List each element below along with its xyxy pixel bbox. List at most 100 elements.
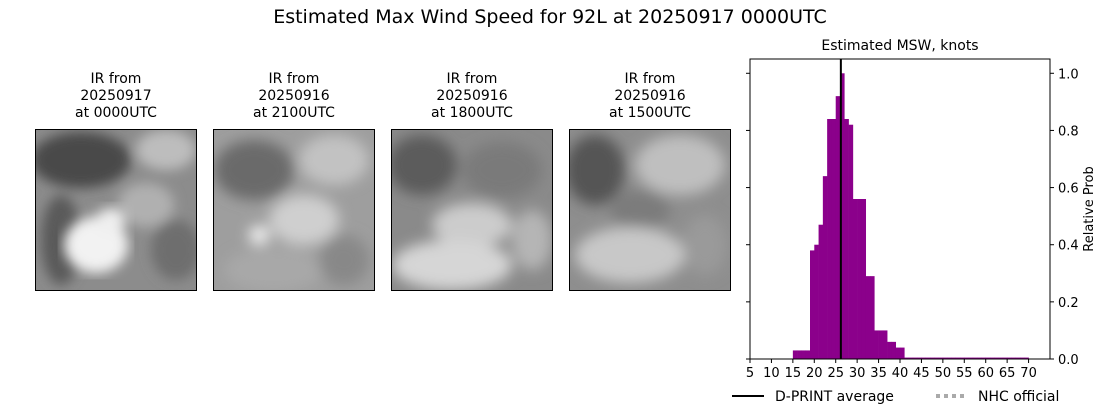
ir-panel-title: IR from 20250916 at 1500UTC bbox=[569, 71, 731, 122]
histogram-bar bbox=[891, 341, 897, 359]
ir-panel-3: IR from 20250916 at 1800UTC bbox=[391, 71, 553, 291]
ir-satellite-image bbox=[391, 129, 553, 291]
y-tick-label: 0.6 bbox=[1058, 182, 1079, 197]
histogram-bar bbox=[977, 357, 982, 359]
ir-title-line: IR from bbox=[624, 71, 676, 87]
x-tick-label: 10 bbox=[763, 366, 780, 381]
histogram-bar bbox=[972, 357, 978, 359]
y-tick-label: 1.0 bbox=[1058, 67, 1079, 82]
ir-title-line: IR from bbox=[268, 71, 320, 87]
chart-title: Estimated MSW, knots bbox=[821, 38, 978, 54]
histogram-bar bbox=[990, 357, 995, 359]
y-axis: 0.0 0.2 0.4 0.6 0.8 1.0 bbox=[746, 67, 1079, 368]
histogram-bar bbox=[981, 357, 987, 359]
histogram-bar bbox=[917, 357, 922, 359]
ir-time: at 0000UTC bbox=[75, 105, 157, 121]
histogram-bar bbox=[822, 176, 828, 359]
histogram-bar bbox=[865, 276, 871, 359]
histogram-bar bbox=[942, 357, 948, 359]
x-tick-label: 60 bbox=[977, 366, 994, 381]
histogram-bar bbox=[848, 124, 854, 359]
histogram-bar bbox=[827, 119, 832, 359]
histogram-bar bbox=[887, 341, 892, 359]
ir-satellite-image bbox=[35, 129, 197, 291]
histogram-bar bbox=[792, 350, 798, 359]
x-tick-label: 55 bbox=[956, 366, 973, 381]
ir-panel-4: IR from 20250916 at 1500UTC bbox=[569, 71, 731, 291]
histogram-bar bbox=[908, 357, 914, 359]
histogram-bar bbox=[947, 357, 952, 359]
ir-date: 20250917 bbox=[80, 88, 152, 104]
histogram-bar bbox=[1020, 357, 1025, 359]
x-tick-label: 15 bbox=[785, 366, 802, 381]
histogram-bar bbox=[861, 199, 867, 359]
x-tick-label: 35 bbox=[870, 366, 887, 381]
x-tick-label: 65 bbox=[999, 366, 1016, 381]
histogram-bar bbox=[844, 119, 849, 359]
histogram-bar bbox=[934, 357, 939, 359]
x-axis: 5 10 15 20 25 30 35 40 45 50 55 60 65 70 bbox=[746, 359, 1037, 381]
x-tick-label: 5 bbox=[746, 366, 754, 381]
histogram-bar bbox=[805, 350, 811, 359]
histogram-bar bbox=[878, 330, 884, 359]
ir-date: 20250916 bbox=[614, 88, 686, 104]
histogram-bar bbox=[955, 357, 961, 359]
legend: D-PRINT average NHC official bbox=[732, 389, 1059, 405]
histogram-bar bbox=[938, 357, 944, 359]
x-tick-label: 20 bbox=[806, 366, 823, 381]
y-tick-label: 0.4 bbox=[1058, 239, 1079, 254]
legend-label-dprint: D-PRINT average bbox=[775, 389, 894, 405]
histogram-bar bbox=[1002, 357, 1008, 359]
plot-frame bbox=[749, 58, 1051, 360]
histogram-bar bbox=[1011, 357, 1017, 359]
histogram-bars bbox=[792, 73, 1029, 360]
figure-title: Estimated Max Wind Speed for 92L at 2025… bbox=[273, 6, 827, 28]
histogram-bar bbox=[968, 357, 974, 359]
histogram-bar bbox=[912, 357, 918, 359]
histogram-bar bbox=[831, 119, 837, 359]
ir-title-line: IR from bbox=[90, 71, 142, 87]
x-tick-label: 45 bbox=[913, 366, 930, 381]
histogram-bar bbox=[1007, 357, 1012, 359]
ir-panel-title: IR from 20250917 at 0000UTC bbox=[35, 71, 197, 122]
ir-date: 20250916 bbox=[258, 88, 330, 104]
ir-satellite-image bbox=[213, 129, 375, 291]
ir-satellite-image bbox=[569, 129, 731, 291]
x-tick-label: 50 bbox=[935, 366, 952, 381]
histogram-bar bbox=[930, 357, 935, 359]
ir-time: at 1800UTC bbox=[431, 105, 513, 121]
histogram-bar bbox=[895, 347, 901, 359]
ir-panel-2: IR from 20250916 at 2100UTC bbox=[213, 71, 375, 291]
histogram-bar bbox=[904, 357, 909, 359]
histogram-bar bbox=[882, 330, 888, 359]
histogram-bar bbox=[964, 357, 969, 359]
histogram-bar bbox=[998, 357, 1004, 359]
histogram-bar bbox=[857, 199, 862, 359]
y-tick-label: 0.8 bbox=[1058, 124, 1079, 139]
histogram-bar bbox=[818, 224, 824, 359]
legend-label-nhc: NHC official bbox=[978, 389, 1059, 405]
histogram-bar bbox=[1015, 357, 1021, 359]
histogram-bar bbox=[994, 357, 999, 359]
histogram-bar bbox=[797, 350, 802, 359]
y-tick-label: 0.2 bbox=[1058, 296, 1079, 311]
histogram-bar bbox=[814, 244, 819, 359]
ir-panel-title: IR from 20250916 at 2100UTC bbox=[213, 71, 375, 122]
histogram-bar bbox=[925, 357, 931, 359]
x-tick-label: 70 bbox=[1020, 366, 1037, 381]
histogram-bar bbox=[960, 357, 965, 359]
x-tick-label: 40 bbox=[892, 366, 909, 381]
x-tick-label: 30 bbox=[849, 366, 866, 381]
histogram-bar bbox=[951, 357, 957, 359]
histogram-bar bbox=[852, 199, 858, 359]
ir-title-line: IR from bbox=[446, 71, 498, 87]
x-tick-label: 25 bbox=[827, 366, 844, 381]
ir-time: at 2100UTC bbox=[253, 105, 335, 121]
histogram-bar bbox=[810, 250, 815, 359]
ir-panel-title: IR from 20250916 at 1800UTC bbox=[391, 71, 553, 122]
histogram-bar bbox=[1024, 357, 1029, 359]
histogram-bar bbox=[900, 347, 905, 359]
ir-panel-1: IR from 20250917 at 0000UTC bbox=[35, 71, 197, 291]
ir-time: at 1500UTC bbox=[609, 105, 691, 121]
